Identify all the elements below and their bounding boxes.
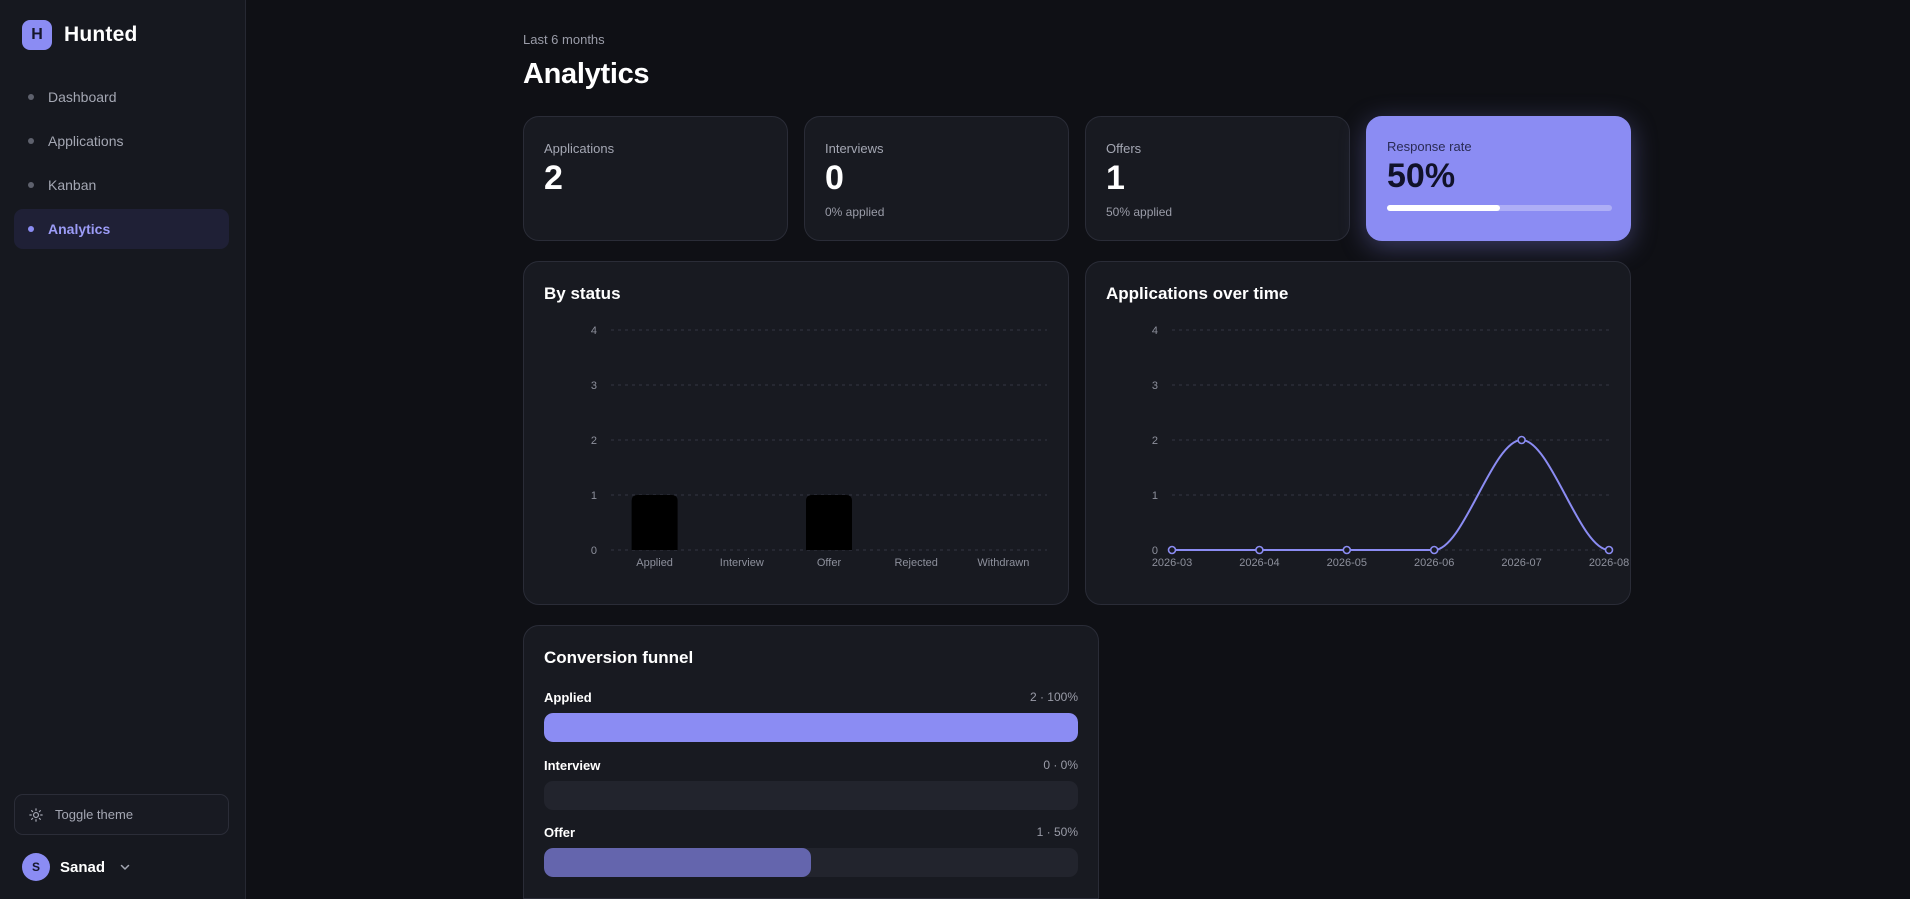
- x-tick-label: 2026-04: [1239, 557, 1279, 569]
- x-tick-label: 2026-03: [1152, 557, 1192, 569]
- by-status-card: By status 0 1 2 3 4 Applied Interview Offer Reje…: [523, 261, 1069, 605]
- sidebar-item-label: Applications: [48, 133, 124, 149]
- page-title: Analytics: [523, 58, 650, 90]
- by-status-title: By status: [544, 284, 621, 303]
- stat-label: Applications: [544, 141, 615, 156]
- user-menu[interactable]: S Sanad: [22, 853, 131, 881]
- x-tick-label: Rejected: [894, 557, 937, 569]
- sidebar: H Hunted Dashboard Applications Kanban A…: [0, 0, 246, 899]
- x-tick-label: 2026-06: [1414, 557, 1454, 569]
- y-tick-label: 2: [591, 435, 597, 447]
- funnel-fill: [544, 848, 811, 877]
- stat-card-interviews: Interviews 0 0% applied: [804, 116, 1069, 241]
- funnel-stage-name: Interview: [544, 758, 601, 773]
- y-tick-label: 2: [1152, 435, 1158, 447]
- bullet-icon: [28, 226, 34, 232]
- data-point: [1255, 545, 1264, 555]
- page-subtitle: Last 6 months: [523, 32, 605, 47]
- brand-logo: H: [22, 20, 52, 50]
- bullet-icon: [28, 138, 34, 144]
- funnel-stage-name: Offer: [544, 825, 576, 840]
- x-tick-label: Offer: [817, 557, 842, 569]
- data-point: [1604, 545, 1614, 555]
- y-tick-label: 1: [591, 490, 597, 502]
- sun-icon: [29, 807, 43, 822]
- stat-value: 1: [1106, 159, 1125, 197]
- chevron-down-icon: [120, 864, 130, 870]
- data-point: [1429, 545, 1439, 555]
- stat-subtext: 0% applied: [825, 205, 885, 219]
- funnel-row-offer: Offer 1 · 50%: [544, 825, 1078, 877]
- toggle-theme-label: Toggle theme: [55, 807, 134, 822]
- brand-name: Hunted: [64, 23, 138, 46]
- funnel-stage-value: 2 · 100%: [1029, 690, 1078, 704]
- y-tick-label: 0: [591, 545, 597, 557]
- x-tick-label: Applied: [636, 557, 673, 569]
- conversion-funnel-title: Conversion funnel: [544, 648, 694, 667]
- user-name: Sanad: [60, 858, 106, 876]
- bullet-icon: [28, 94, 34, 100]
- y-tick-label: 4: [1152, 325, 1158, 337]
- funnel-fill: [544, 713, 1078, 742]
- y-tick-label: 3: [1152, 380, 1158, 392]
- funnel-track: [544, 781, 1078, 810]
- x-tick-label: 2026-08: [1589, 557, 1629, 569]
- by-status-chart: 0 1 2 3 4 Applied Interview Offer Rejected Withdr…: [591, 325, 1047, 569]
- data-point: [1517, 435, 1526, 445]
- sidebar-item-label: Kanban: [48, 177, 97, 193]
- sidebar-item-analytics[interactable]: Analytics: [14, 209, 229, 249]
- y-tick-label: 3: [591, 380, 597, 392]
- toggle-theme-button[interactable]: Toggle theme: [14, 794, 229, 835]
- x-tick-label: Interview: [720, 557, 764, 569]
- sidebar-item-label: Dashboard: [48, 89, 117, 105]
- bar-offer: [806, 495, 852, 550]
- x-tick-label: Withdrawn: [977, 557, 1029, 569]
- stat-value: 50%: [1387, 157, 1456, 195]
- avatar: S: [22, 853, 50, 881]
- y-tick-label: 0: [1152, 545, 1158, 557]
- bullet-icon: [28, 182, 34, 188]
- stat-value: 2: [544, 159, 563, 197]
- funnel-row-interview: Interview 0 · 0%: [544, 758, 1078, 810]
- x-tick-label: 2026-07: [1501, 557, 1541, 569]
- y-tick-label: 4: [591, 325, 597, 337]
- response-rate-progress: [1387, 205, 1612, 211]
- stat-card-offers: Offers 1 50% applied: [1085, 116, 1350, 241]
- sidebar-nav: Dashboard Applications Kanban Analytics: [14, 77, 229, 253]
- sidebar-item-kanban[interactable]: Kanban: [14, 165, 229, 205]
- x-tick-label: 2026-05: [1327, 557, 1367, 569]
- over-time-title: Applications over time: [1106, 284, 1289, 303]
- funnel-stage-value: 1 · 50%: [1036, 825, 1078, 839]
- stat-value: 0: [825, 159, 844, 197]
- over-time-card: Applications over time 0 1 2 3 4 2026-03 2026-…: [1085, 261, 1631, 605]
- over-time-chart: 0 1 2 3 4 2026-03 2026-04 2026-05 2026-06 2026-07…: [1152, 325, 1629, 569]
- brand[interactable]: H Hunted: [22, 20, 138, 50]
- funnel-row-applied: Applied 2 · 100%: [544, 690, 1078, 742]
- sidebar-item-applications[interactable]: Applications: [14, 121, 229, 161]
- stat-label: Offers: [1106, 141, 1142, 156]
- y-tick-label: 1: [1152, 490, 1158, 502]
- data-point: [1167, 545, 1177, 555]
- response-rate-progress-fill: [1387, 205, 1500, 211]
- stat-label: Response rate: [1387, 139, 1472, 154]
- conversion-funnel-card: Conversion funnel Applied 2 · 100% Inter…: [523, 625, 1099, 899]
- sidebar-item-dashboard[interactable]: Dashboard: [14, 77, 229, 117]
- stat-subtext: 50% applied: [1106, 205, 1173, 219]
- stat-card-response-rate: Response rate 50%: [1366, 116, 1631, 241]
- data-point: [1342, 545, 1352, 555]
- funnel-track: [544, 848, 1078, 877]
- funnel-track: [544, 713, 1078, 742]
- bar-applied: [631, 495, 678, 550]
- funnel-stage-value: 0 · 0%: [1043, 758, 1078, 772]
- stat-label: Interviews: [825, 141, 884, 156]
- sidebar-item-label: Analytics: [48, 221, 111, 237]
- stat-card-applications: Applications 2: [523, 116, 788, 241]
- funnel-stage-name: Applied: [544, 690, 592, 705]
